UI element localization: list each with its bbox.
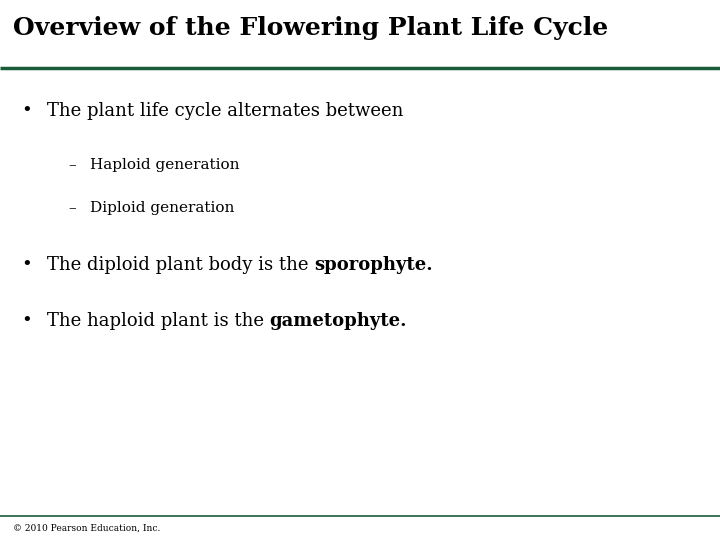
Text: –: – [68, 158, 76, 172]
Text: gametophyte.: gametophyte. [269, 312, 407, 330]
Text: •: • [22, 312, 32, 330]
Text: •: • [22, 102, 32, 120]
Text: Overview of the Flowering Plant Life Cycle: Overview of the Flowering Plant Life Cyc… [13, 17, 608, 40]
Text: sporophyte.: sporophyte. [314, 255, 433, 274]
Text: –: – [68, 201, 76, 215]
Text: The diploid plant body is the: The diploid plant body is the [47, 255, 314, 274]
Text: Diploid generation: Diploid generation [90, 201, 235, 215]
Text: Haploid generation: Haploid generation [90, 158, 240, 172]
Text: •: • [22, 255, 32, 274]
Text: © 2010 Pearson Education, Inc.: © 2010 Pearson Education, Inc. [13, 524, 161, 532]
Text: The haploid plant is the: The haploid plant is the [47, 312, 269, 330]
Text: The plant life cycle alternates between: The plant life cycle alternates between [47, 102, 403, 120]
